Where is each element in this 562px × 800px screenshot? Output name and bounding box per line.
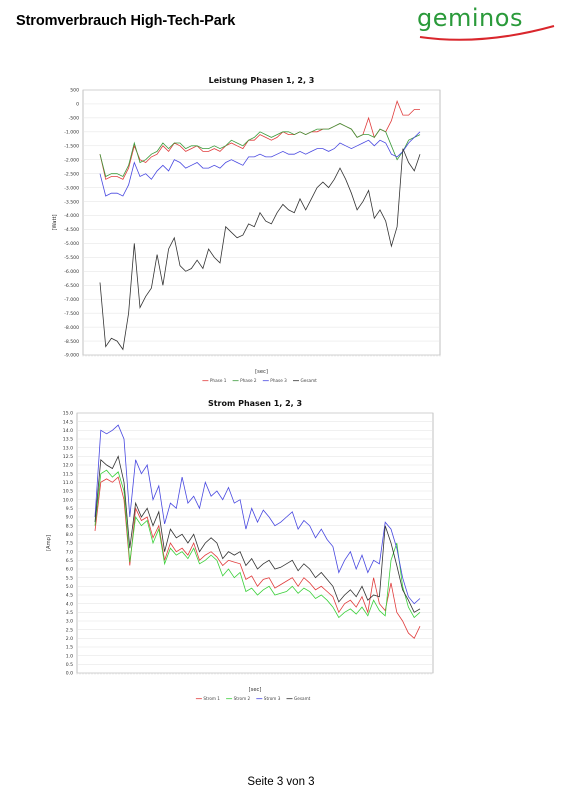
y-tick-label: 10.0	[63, 497, 73, 503]
chart-legend: Strom 1 Strom 2 Strom 3 Gesamt	[195, 696, 311, 701]
legend-label: Strom 3	[264, 696, 281, 701]
y-axis-label: [Watt]	[52, 214, 58, 230]
y-tick-label: 5.5	[66, 575, 73, 581]
power-chart: 500 0 -500 -1.000 -1.500 -2.000 -2.500 -3.000 -3…	[52, 76, 441, 383]
y-tick-label: -7.000	[64, 297, 79, 303]
chart-legend: Phase 1 Phase 2 Phase 3 Gesamt	[202, 378, 317, 383]
y-tick-label: -6.000	[64, 269, 79, 275]
plot-area	[82, 89, 441, 356]
y-tick-label: 7.0	[66, 549, 73, 555]
y-tick-label: 2.5	[66, 627, 73, 633]
y-tick-label: 1.5	[66, 645, 73, 651]
y-tick-label: 9.5	[66, 506, 73, 512]
y-tick-label: 0.5	[66, 662, 73, 668]
series-line-strom-3	[94, 424, 421, 605]
y-tick-label: -3.500	[64, 199, 79, 205]
y-tick-label: -4.500	[64, 227, 79, 233]
y-tick-label: -1.500	[64, 143, 79, 149]
y-tick-label: 4.0	[66, 601, 73, 607]
chart-title: Leistung Phasen 1, 2, 3	[209, 76, 315, 85]
y-tick-label: 3.5	[66, 610, 73, 616]
chart-title: Strom Phasen 1, 2, 3	[208, 399, 302, 408]
y-tick-label: 10.5	[63, 489, 73, 495]
y-tick-label: -8.000	[64, 325, 79, 331]
y-tick-label: 5.0	[66, 584, 73, 590]
y-tick-label: 1.0	[66, 653, 73, 659]
y-tick-label: -8.500	[64, 339, 79, 345]
y-tick-label: 6.5	[66, 558, 73, 564]
y-tick-label: -5.000	[64, 241, 79, 247]
y-tick-label: 8.5	[66, 523, 73, 529]
y-tick-label: 4.5	[66, 593, 73, 599]
series-line-phase-2	[99, 123, 421, 178]
legend-label: Gesamt	[294, 696, 311, 701]
logo-swoosh-icon	[419, 25, 555, 41]
y-tick-label: 0.0	[66, 671, 73, 677]
y-tick-label: 14.0	[63, 428, 73, 434]
y-tick-label: 8.0	[66, 532, 73, 538]
y-tick-label: -2.500	[64, 171, 79, 177]
y-tick-label: 11.5	[63, 471, 73, 477]
company-logo: geminos	[412, 4, 558, 44]
page-number: Seite 3 von 3	[247, 776, 315, 788]
series-line-gesamt	[94, 455, 421, 613]
y-tick-label: -6.500	[64, 283, 79, 289]
series-line-strom-1	[94, 476, 421, 639]
y-tick-label: 11.0	[63, 480, 73, 486]
series-line-phase-1	[99, 100, 420, 180]
y-tick-label: -1.000	[64, 130, 79, 136]
y-tick-label: 500	[70, 88, 79, 94]
legend-label: Phase 1	[210, 378, 227, 383]
series-line-gesamt	[99, 148, 421, 351]
y-tick-label: 3.0	[66, 619, 73, 625]
current-chart: 15.0 14.5 14.0 13.5 13.0 12.5 12.0 11.5 11.0 10.5…	[46, 399, 434, 701]
legend-label: Phase 2	[240, 378, 257, 383]
y-tick-label: -9.000	[64, 353, 79, 359]
y-tick-label: 7.5	[66, 541, 73, 547]
y-tick-label: -4.000	[64, 213, 79, 219]
legend-label: Strom 2	[234, 696, 251, 701]
y-tick-label: 12.0	[63, 463, 73, 469]
y-tick-label: 12.5	[63, 454, 73, 460]
series-line-strom-2	[94, 469, 421, 619]
y-tick-label: -7.500	[64, 311, 79, 317]
y-tick-label: 0	[76, 102, 79, 108]
y-tick-label: 14.5	[63, 419, 73, 425]
x-axis-label: [sec]	[249, 687, 262, 693]
y-tick-label: 15.0	[63, 411, 73, 417]
series-line-phase-3	[99, 131, 421, 197]
logo-text: geminos	[417, 4, 523, 32]
legend-label: Phase 3	[270, 378, 287, 383]
legend-label: Gesamt	[301, 378, 318, 383]
y-axis-label: [Amp]	[46, 535, 52, 551]
y-tick-label: 6.0	[66, 567, 73, 573]
legend-label: Strom 1	[203, 696, 220, 701]
y-tick-label: 13.0	[63, 445, 73, 451]
y-tick-label: 2.0	[66, 636, 73, 642]
y-tick-label: -5.500	[64, 255, 79, 261]
y-tick-label: 13.5	[63, 437, 73, 443]
y-tick-label: -2.000	[64, 157, 79, 163]
y-tick-label: -500	[69, 116, 80, 122]
x-axis-label: [sec]	[255, 369, 268, 375]
y-tick-label: 9.0	[66, 515, 73, 521]
page-title: Stromverbrauch High-Tech-Park	[16, 13, 236, 29]
y-tick-label: -3.000	[64, 185, 79, 191]
